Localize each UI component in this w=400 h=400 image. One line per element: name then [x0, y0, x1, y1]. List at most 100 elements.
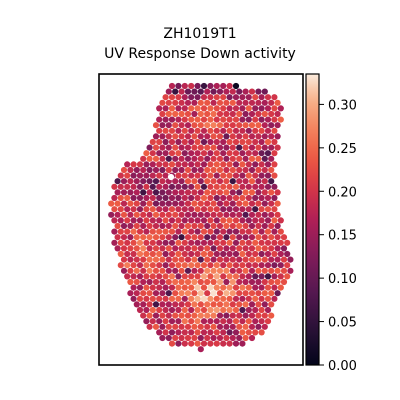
spot: [114, 178, 121, 185]
spot: [236, 155, 243, 162]
colorbar-tick-label: 0.25: [328, 142, 357, 157]
spot: [181, 318, 188, 325]
spot: [188, 329, 195, 336]
spot: [242, 200, 249, 207]
spot: [143, 284, 150, 291]
spot: [159, 278, 166, 286]
spot: [168, 306, 176, 314]
spot: [194, 127, 201, 134]
spot: [210, 334, 217, 342]
spot: [130, 262, 137, 269]
spot: [111, 206, 118, 213]
spot: [210, 312, 217, 319]
spot: [216, 222, 224, 230]
spot: [271, 284, 278, 291]
spot: [152, 290, 160, 297]
spot: [204, 278, 211, 286]
spot: [168, 250, 176, 258]
spot: [223, 122, 230, 129]
spot: [146, 267, 153, 274]
spot: [162, 295, 169, 302]
spot: [207, 228, 214, 235]
spot: [248, 245, 256, 252]
spot: [165, 222, 172, 230]
spot: [117, 206, 124, 213]
spot: [264, 250, 272, 258]
spot: [226, 105, 233, 112]
spot: [216, 178, 224, 185]
spot: [239, 228, 246, 235]
spot: [252, 105, 259, 112]
spot: [117, 262, 124, 269]
spot: [223, 290, 230, 297]
spot: [165, 110, 172, 118]
spot: [236, 200, 243, 207]
spot: [204, 245, 211, 252]
spot: [245, 217, 252, 224]
spot: [213, 127, 220, 134]
spot: [255, 88, 262, 95]
spot: [184, 323, 192, 330]
spot: [197, 178, 204, 185]
spot: [175, 105, 182, 112]
spot: [188, 284, 195, 291]
spot: [172, 234, 179, 241]
spot: [146, 178, 153, 185]
spot: [213, 262, 220, 269]
spot: [168, 82, 176, 90]
spot: [172, 133, 179, 140]
spot: [271, 116, 278, 123]
spot: [232, 206, 240, 213]
spot: [200, 318, 208, 325]
spot: [149, 239, 156, 246]
spot: [133, 222, 140, 230]
spot: [149, 150, 156, 157]
spot: [258, 127, 265, 134]
spot: [191, 99, 198, 106]
spot: [252, 116, 259, 123]
spot: [200, 273, 208, 280]
spot: [197, 323, 204, 330]
spot: [229, 290, 236, 297]
spot: [140, 278, 147, 286]
spot: [268, 99, 275, 106]
spot: [168, 194, 176, 202]
spot: [194, 138, 201, 146]
spot: [226, 273, 233, 280]
spot: [200, 228, 208, 235]
spot: [264, 161, 272, 168]
spot: [165, 144, 172, 151]
spot: [194, 228, 201, 235]
spot: [175, 161, 182, 168]
spot: [242, 144, 249, 151]
spot: [168, 94, 176, 101]
spot: [136, 295, 144, 302]
spot: [168, 217, 176, 224]
spot: [181, 150, 188, 157]
spot: [178, 110, 185, 118]
spot: [271, 273, 278, 280]
spot: [239, 206, 246, 213]
spot: [152, 211, 160, 218]
spot: [143, 262, 150, 269]
spot: [226, 127, 233, 134]
spot: [191, 256, 198, 263]
spot: [232, 127, 240, 134]
spot: [210, 122, 217, 129]
spot: [140, 312, 147, 319]
spot: [236, 133, 243, 140]
spot: [197, 312, 204, 319]
spot: [271, 105, 278, 112]
spot: [184, 110, 192, 118]
spot: [200, 183, 208, 190]
spot: [245, 206, 252, 213]
spot: [117, 183, 124, 190]
spot: [191, 178, 198, 185]
spot: [194, 94, 201, 101]
spot: [252, 306, 259, 314]
spot: [181, 284, 188, 291]
spot: [162, 329, 169, 336]
spot: [146, 256, 153, 263]
spot: [232, 82, 240, 90]
spot: [223, 222, 230, 230]
